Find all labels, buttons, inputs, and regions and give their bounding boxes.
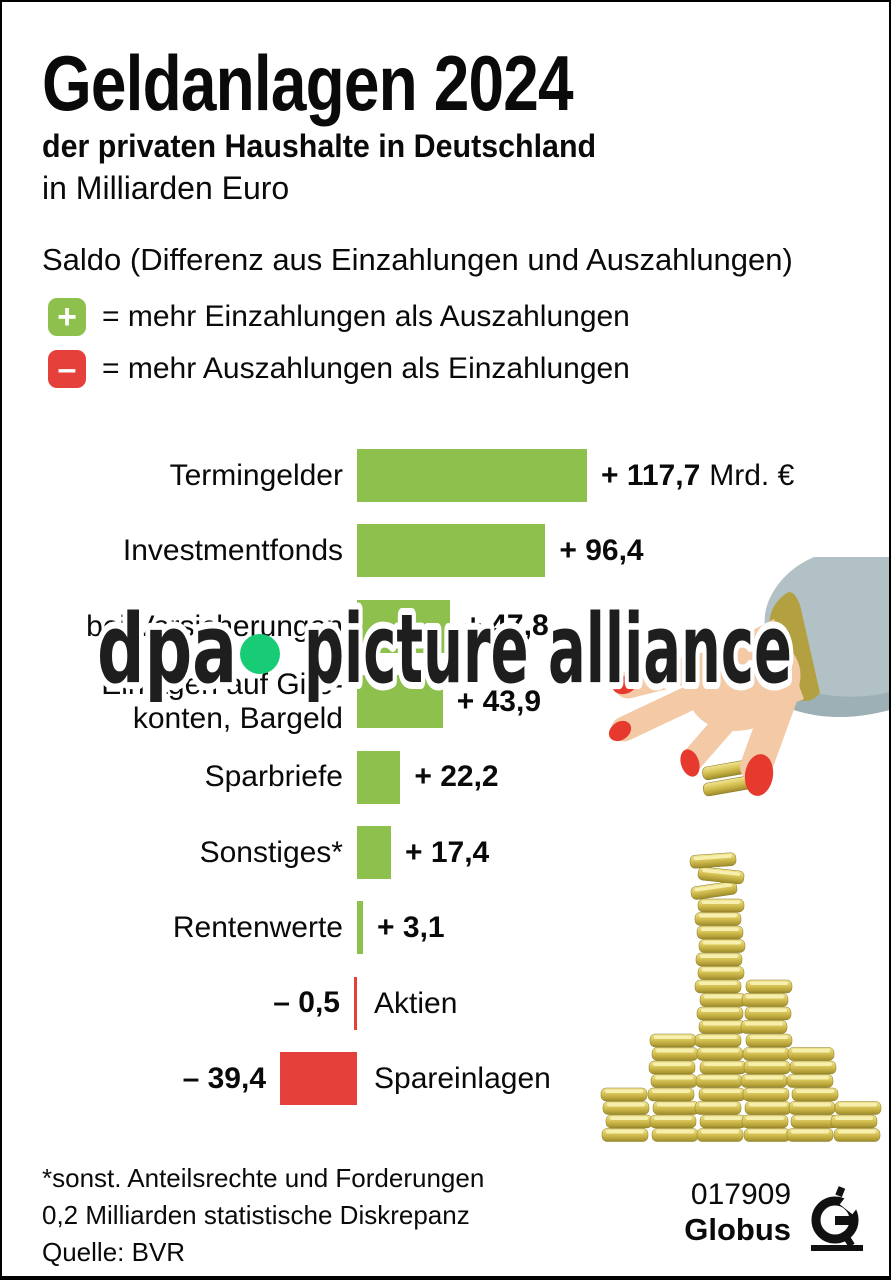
chart-row: Aktien – 0,5 [2, 976, 889, 1030]
legend-plus-text: = mehr Einzahlungen als Auszahlungen [102, 300, 630, 333]
saldo-definition: Saldo (Differenz aus Einzahlungen und Au… [42, 242, 793, 277]
chart-row: bei Versicherungen + 47,8 [2, 599, 889, 653]
chart-bar [354, 976, 357, 1030]
chart-bar [280, 1052, 357, 1106]
chart-row: Termingelder + 117,7 Mrd. € [2, 449, 889, 502]
footnote-line: *sonst. Anteilsrechte und Forderungen [42, 1163, 485, 1193]
chart-row-value: – 0,5 [273, 986, 340, 1020]
chart-bar [357, 826, 391, 879]
chart-row-label: Rentenwerte [172, 911, 343, 945]
figure-number: 017909 [690, 1178, 791, 1211]
footnote-line: 0,2 Milliarden statistische Diskrepanz [42, 1200, 470, 1230]
chart-bar [357, 599, 451, 653]
source-line: Quelle: BVR [42, 1237, 186, 1267]
page-subtitle-bold: der privaten Haushalte in Deutschland [42, 128, 597, 164]
chart-row-value: + 43,9 [456, 684, 542, 718]
plus-badge-icon: + [48, 298, 86, 336]
globus-logo-icon [811, 1186, 863, 1251]
branding: 017909 Globus [684, 1178, 791, 1248]
legend-minus-text: = mehr Auszahlungen als Einzahlungen [102, 352, 630, 385]
chart-row-label: Sparbriefe [204, 760, 343, 794]
chart-bar [357, 675, 443, 729]
footnotes: *sonst. Anteilsrechte und Forderungen 0,… [42, 1160, 484, 1271]
chart-row-label: Aktien [374, 986, 458, 1020]
chart-row: Spareinlagen – 39,4 [2, 1052, 889, 1106]
chart-bar [357, 524, 546, 578]
chart-row-label: Investmentfonds [122, 534, 343, 568]
chart-row-value: + 117,7 [600, 458, 701, 492]
chart-row-value: + 3,1 [377, 910, 445, 944]
chart-row-label: bei Versicherungen [86, 609, 343, 643]
chart-row-value: + 47,8 [464, 609, 549, 643]
chart-row-label: Einlagen auf Giro- konten, Bargeld [101, 668, 343, 735]
plus-symbol: + [57, 298, 77, 336]
minus-symbol: – [57, 350, 77, 388]
chart-row-value: + 22,2 [414, 760, 499, 794]
chart-bar [357, 901, 364, 955]
chart-value-unit: Mrd. € [709, 458, 795, 492]
chart-row: Sonstiges* + 17,4 [2, 826, 889, 879]
chart-row-value: + 96,4 [559, 533, 644, 567]
legend-row-plus: + = mehr Einzahlungen als Auszahlungen [48, 298, 630, 336]
publisher-name: Globus [684, 1212, 791, 1247]
chart-bar [357, 449, 587, 502]
chart-row-label: Spareinlagen [374, 1061, 551, 1095]
chart-bar [357, 750, 401, 804]
chart-row-label: Termingelder [169, 458, 343, 492]
page-title: Geldanlagen 2024 [42, 39, 574, 127]
page-subtitle-unit: in Milliarden Euro [42, 170, 290, 206]
chart-row: Sparbriefe + 22,2 [2, 750, 889, 804]
chart-row-value: – 39,4 [182, 1061, 267, 1095]
legend-row-minus: – = mehr Auszahlungen als Einzahlungen [48, 350, 630, 388]
chart-row: Investmentfonds + 96,4 [2, 524, 889, 578]
chart-row: Einlagen auf Giro- konten, Bargeld + 43,9 [2, 668, 889, 735]
minus-badge-icon: – [48, 350, 86, 388]
bar-chart: Termingelder + 117,7 Mrd. € Investmentfonds… [2, 442, 889, 1122]
chart-row-label: Sonstiges* [199, 835, 343, 869]
chart-row-value: + 17,4 [404, 835, 490, 869]
chart-row: Rentenwerte + 3,1 [2, 901, 889, 955]
